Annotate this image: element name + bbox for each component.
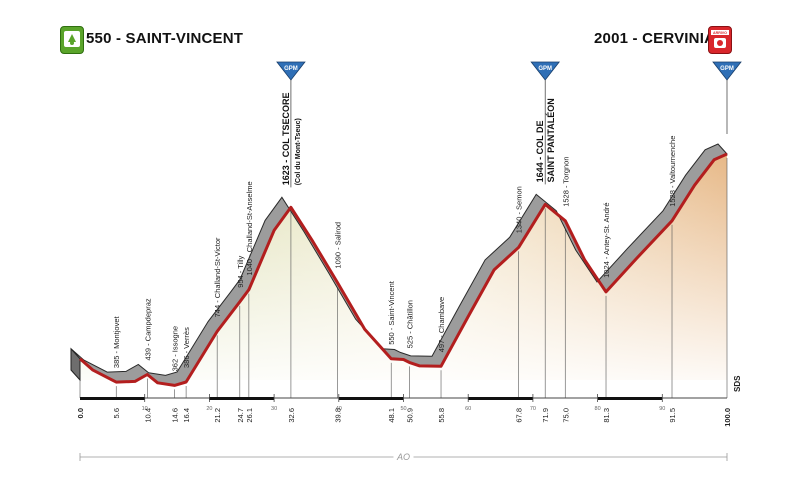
climb-label: 1623 - COL TSECORE: [281, 92, 291, 185]
region-label-bg: [393, 450, 414, 462]
gpm-marker-text: GPM: [538, 66, 552, 72]
point-label: 1040 - Challand-St-Anselme: [245, 181, 254, 275]
region-label: AO: [396, 452, 410, 462]
gpm-marker-icon: GPM: [276, 61, 306, 188]
km-marker-label: 24.7: [236, 408, 245, 423]
ruler-tick-label: 40: [336, 406, 342, 412]
climb-sublabel: (Col du Mont-Tseuc): [295, 118, 302, 185]
km-marker-label: 0.0: [76, 408, 85, 418]
km-marker-label: 10.4: [143, 408, 152, 423]
ruler-tick-label: 30: [271, 406, 277, 412]
point-label: 385 - Montjovet: [112, 315, 121, 368]
gpm-marker-icon: GPM: [712, 61, 742, 134]
km-marker-label: 100.0: [723, 408, 732, 427]
gpm-marker-icon: GPM: [530, 61, 561, 185]
km-marker-label: 67.8: [515, 408, 524, 423]
climb-labels: GPM 1623 - COL TSECORE (Col du Mont-Tseuc)…: [276, 61, 742, 188]
ruler-segment: [209, 397, 275, 400]
ruler-tick-label: 80: [595, 406, 601, 412]
point-label: 362 - Issogne: [171, 326, 180, 371]
km-marker-label: 21.2: [213, 408, 222, 423]
profile-start-wall: [70, 347, 81, 382]
distance-ruler: 10 20 30 40 50 60 70 80 90 0.0 5.6 10.4 14.6 16.4 21.2…: [76, 375, 742, 462]
gpm-marker-text: GPM: [284, 66, 298, 72]
gpm-triangle: [530, 61, 561, 81]
km-marker-label: 5.6: [112, 408, 121, 418]
km-marker-label: 48.1: [387, 408, 396, 423]
profile-line: [79, 152, 728, 387]
point-label: 439 - Campdepraz: [143, 298, 152, 360]
point-label: 1340 - Semon: [515, 186, 524, 233]
point-label: 550 - Saint-Vincent: [387, 280, 396, 345]
point-label: 497 - Chambave: [437, 297, 446, 352]
ruler-tick-label: 50: [400, 406, 406, 412]
ruler-tick-label: 10: [142, 406, 148, 412]
climb-label: 1644 - COL DE: [535, 121, 545, 183]
ruler-tick-label: 70: [530, 406, 536, 412]
point-label: 1528 - Torgnon: [561, 156, 570, 206]
ruler-tick-label: 90: [659, 406, 665, 412]
ruler-segment: [468, 397, 533, 400]
point-label: 525 - Châtillon: [405, 300, 414, 348]
ruler-segment: [80, 397, 145, 400]
km-marker-label: 81.3: [602, 408, 611, 423]
start-town-title: 550 - SAINT-VINCENT: [86, 30, 244, 47]
point-label: 1528 - Valtournenche: [668, 136, 677, 207]
point-labels: 385 - Montjovet 439 - Campdepraz 362 - Iss…: [112, 136, 677, 372]
km-marker-label: 39.8: [334, 408, 343, 423]
ruler-tick-label: 60: [465, 406, 471, 412]
start-flag-icon: [60, 26, 84, 54]
arrivo-text: ARRIVO: [713, 31, 727, 35]
km-guide-lines: [79, 157, 728, 398]
gpm-triangle: [276, 61, 306, 81]
ruler-segment: [338, 397, 404, 400]
finish-town-title: 2001 - CERVINIA: [594, 30, 716, 47]
km-marker-label: 26.1: [245, 408, 254, 423]
km-marker-label: 32.6: [287, 408, 296, 423]
km-marker-label: 75.0: [561, 408, 570, 423]
km-marker-label: 91.5: [668, 408, 677, 423]
km-marker-label: 14.6: [171, 408, 180, 423]
km-marker-label: 55.8: [437, 408, 446, 423]
gpm-triangle: [712, 61, 742, 81]
ruler-segment: [597, 397, 663, 400]
profile-band: [70, 143, 728, 387]
point-label: 954 - Tilly: [236, 255, 245, 287]
point-label: 1024 - Antey-St. André: [602, 202, 611, 277]
km-marker-label: 50.9: [405, 408, 414, 423]
point-label: 1090 - Salirod: [334, 222, 343, 269]
point-label: 386 - Verrès: [182, 327, 191, 368]
km-marker-label: 71.9: [541, 408, 550, 423]
point-label: 744 - Challand-St-Victor: [213, 237, 222, 317]
km-marker-label: 16.4: [182, 408, 191, 423]
edge-label: SDS: [733, 375, 742, 392]
gpm-marker-text: GPM: [720, 66, 734, 72]
ruler-tick-label: 20: [206, 406, 212, 412]
climb-sublabel: SAINT PANTALÉON: [546, 98, 556, 182]
finish-arrivo-icon: ARRIVO: [708, 26, 732, 54]
